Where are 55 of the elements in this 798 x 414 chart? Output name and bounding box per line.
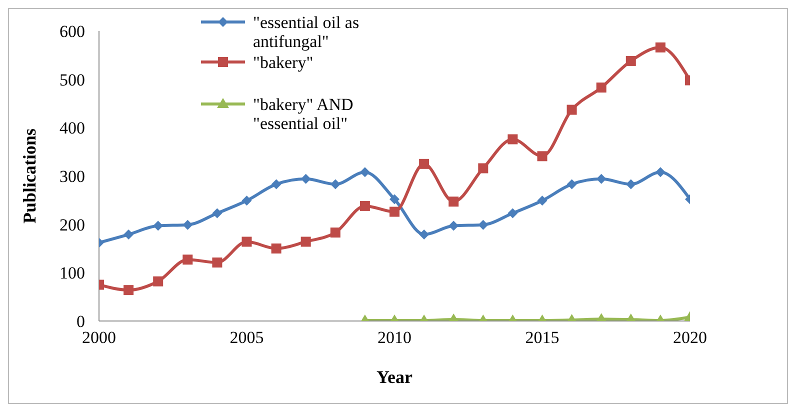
point [300,236,311,247]
point [182,254,193,265]
x-tick-label: 2005 [230,328,264,348]
point [655,42,666,52]
legend-label: "bakery" [253,53,314,72]
point [153,220,164,231]
point [390,206,400,217]
point [508,208,518,218]
point [478,220,488,230]
point [212,258,222,268]
point [153,276,164,286]
x-axis-title: Year [376,367,412,387]
y-tick-label: 100 [60,264,85,283]
point [271,244,282,254]
point [300,174,311,184]
point [360,200,370,211]
y-tick-label: 600 [60,22,85,42]
point [182,220,193,230]
point [508,134,518,144]
point [537,196,548,206]
point [124,285,134,296]
point [626,56,636,66]
x-tick-label: 2015 [525,328,560,348]
y-tick-label: 400 [60,118,85,138]
point [566,179,577,190]
point [330,179,340,190]
point [212,208,222,218]
x-tick-label: 2020 [673,328,707,348]
y-tick-label: 200 [60,215,85,234]
point [537,151,548,162]
point [566,104,577,115]
point [626,179,636,190]
point [330,228,340,238]
y-axis-title: Publications [19,128,40,224]
point [419,158,430,169]
point [242,236,252,247]
point [124,229,134,240]
point [390,194,400,204]
legend-label: "essential oil as antifungal" [253,13,360,51]
point [478,163,488,174]
x-tick-label: 2000 [82,328,116,348]
y-tick-label: 500 [60,70,85,90]
y-tick-label: 300 [60,167,85,186]
y-tick-label: 0 [76,312,85,332]
point [448,196,459,207]
point [448,220,459,231]
point [271,179,282,190]
x-tick-label: 2010 [378,328,412,348]
legend-label: "bakery" AND "essential oil" [253,95,354,133]
point [596,174,606,184]
point [360,167,370,178]
point [242,196,252,206]
point [655,167,666,178]
point [419,229,430,240]
point [596,82,606,93]
